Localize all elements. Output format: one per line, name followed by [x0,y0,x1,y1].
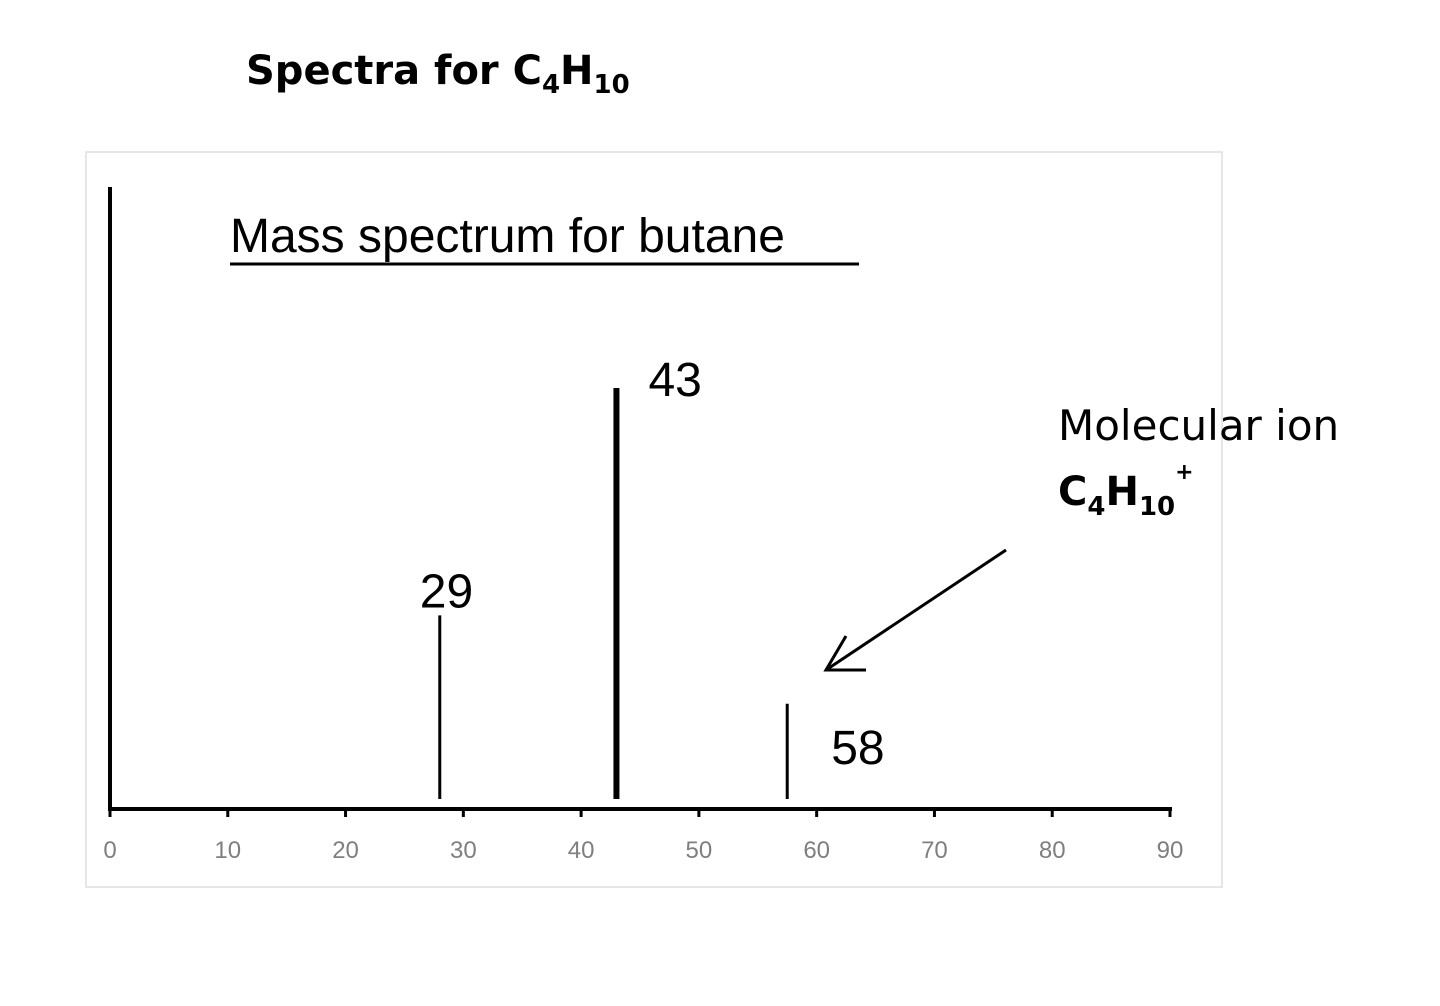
annotation-label: Molecular ion [1058,401,1339,450]
x-axis-ticks [108,809,1172,817]
molecular-ion-annotation: Molecular ion C4H10+ [823,401,1339,672]
annotation-arrow-head [823,635,866,672]
x-tick-label-60: 60 [803,837,830,864]
x-tick-label-20: 20 [332,837,359,864]
x-axis-tick-labels: 0 10 20 30 40 50 60 70 80 90 [103,837,1183,864]
chart-title: Mass spectrum for butane [230,210,785,263]
annotation-arrow-shaft [825,548,1007,672]
x-tick-label-80: 80 [1039,837,1066,864]
spectrum-peaks [438,388,789,799]
x-tick-label-50: 50 [686,837,713,864]
peak-label-43: 43 [648,354,701,407]
chart-frame [85,151,1223,888]
x-tick-label-90: 90 [1157,837,1184,864]
page-title: Spectra for C4H10 [246,48,630,100]
x-tick-label-40: 40 [568,837,595,864]
x-tick-label-70: 70 [921,837,948,864]
peak-label-29: 29 [420,565,473,618]
peak-label-58: 58 [831,722,884,775]
peak-labels: 29 43 58 [420,354,885,775]
annotation-formula: C4H10+ [1058,460,1194,522]
x-tick-label-0: 0 [103,837,116,864]
x-tick-label-30: 30 [450,837,477,864]
x-tick-label-10: 10 [214,837,241,864]
